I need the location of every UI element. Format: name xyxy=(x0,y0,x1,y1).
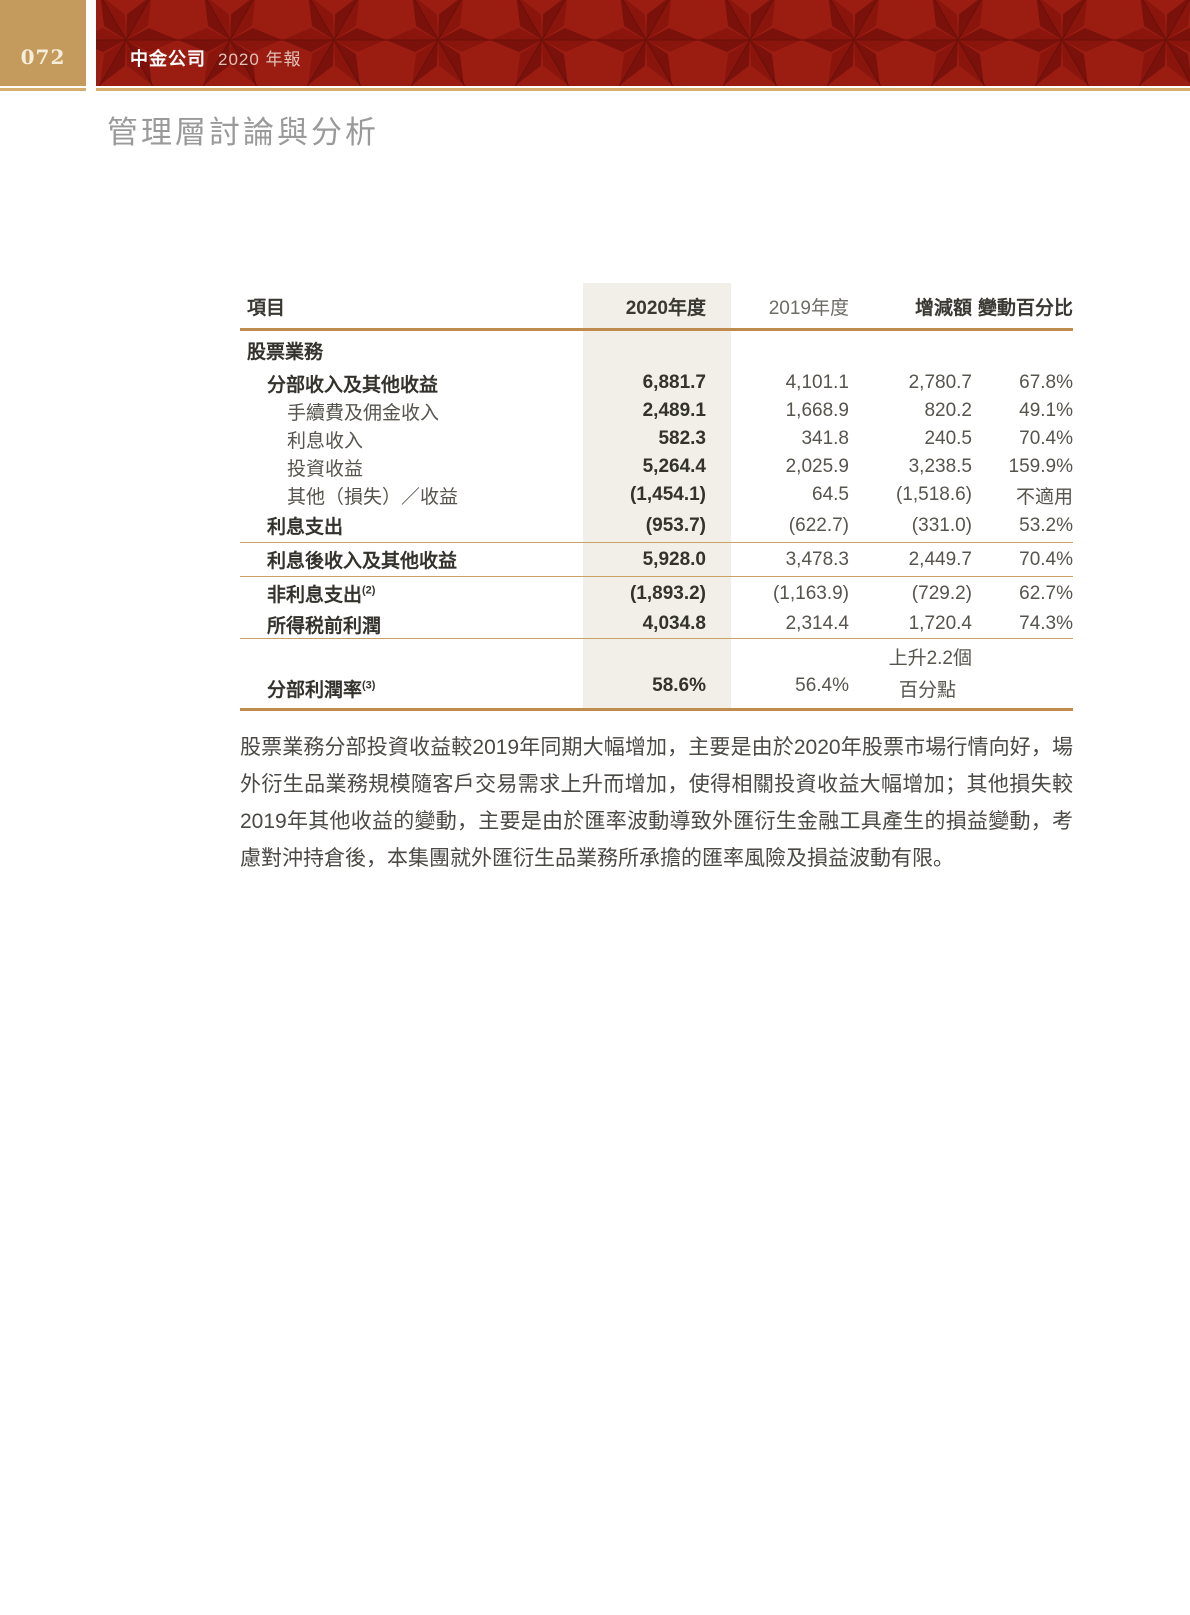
table-row: 利息支出 (953.7) (622.7) (331.0) 53.2% xyxy=(240,509,1073,543)
row-label: 非利息支出 xyxy=(267,585,363,606)
header-banner: 中金公司 2020 年報 xyxy=(96,0,1190,86)
cell-change: (331.0) xyxy=(911,514,972,536)
table-row: 非利息支出(2) (1,893.2) (1,163.9) (729.2) 62.… xyxy=(240,576,1073,610)
cell-2020: 2,489.1 xyxy=(583,397,731,425)
cell-2020: 5,264.4 xyxy=(583,453,731,481)
cell-pct: 74.3% xyxy=(1019,613,1073,634)
cell-change: 百分點 xyxy=(898,680,956,701)
cell-change: 3,238.5 xyxy=(908,456,972,477)
row-label: 利息收入 xyxy=(287,430,364,452)
row-label: 投資收益 xyxy=(287,458,364,480)
cell-pct: 70.4% xyxy=(1019,548,1073,570)
row-label: 股票業務 xyxy=(247,342,324,363)
company-name: 中金公司 xyxy=(130,49,206,69)
table-row: 分部利潤率(3) 58.6% 56.4% 百分點 xyxy=(240,672,1073,710)
table-row: 手續費及佣金收入 2,489.1 1,668.9 820.2 49.1% xyxy=(240,397,1073,425)
cell-2019: 1,668.9 xyxy=(785,400,849,421)
row-label: 利息支出 xyxy=(267,517,344,538)
row-label: 所得税前利潤 xyxy=(267,615,382,637)
cell-change: 2,449.7 xyxy=(908,548,972,570)
cell-2019 xyxy=(731,330,849,370)
cell-pct: 49.1% xyxy=(1019,400,1073,421)
cell-2019: 2,314.4 xyxy=(785,613,849,634)
cell-2019: 4,101.1 xyxy=(785,372,849,393)
cell-2019: (622.7) xyxy=(788,514,849,536)
header-change: 增減額 xyxy=(914,298,972,319)
table-row: 利息收入 582.3 341.8 240.5 70.4% xyxy=(240,425,1073,453)
table-row: 利息後收入及其他收益 5,928.0 3,478.3 2,449.7 70.4% xyxy=(240,542,1073,577)
table-row: 分部收入及其他收益 6,881.7 4,101.1 2,780.7 67.8% xyxy=(240,369,1073,397)
cell-pct: 159.9% xyxy=(1008,456,1073,477)
cell-2019: (1,163.9) xyxy=(772,582,849,604)
cell-pct: 不適用 xyxy=(1015,486,1073,508)
table-row: 股票業務 xyxy=(240,329,1073,370)
cell-change: 820.2 xyxy=(924,400,972,421)
row-label: 分部收入及其他收益 xyxy=(267,374,439,396)
header-2019: 2019年度 xyxy=(768,298,849,319)
cell-2020: 4,034.8 xyxy=(583,610,731,639)
cell-change xyxy=(849,330,972,370)
commentary-paragraph: 股票業務分部投資收益較2019年同期大幅增加，主要是由於2020年股票市場行情向… xyxy=(240,736,1073,870)
table-row: 所得税前利潤 4,034.8 2,314.4 1,720.4 74.3% xyxy=(240,610,1073,639)
cell-2020: (1,454.1) xyxy=(583,481,731,509)
cell-2020: (1,893.2) xyxy=(583,576,731,610)
header-pct: 變動百分比 xyxy=(977,298,1073,319)
page-title: 管理層討論與分析 xyxy=(107,115,379,151)
header-2020: 2020年度 xyxy=(583,283,731,330)
header-item: 項目 xyxy=(247,298,286,319)
cell-2019: 56.4% xyxy=(795,675,849,696)
cell-2019: 341.8 xyxy=(801,428,849,449)
footnote-ref: (2) xyxy=(362,584,376,597)
segment-financials-table: 項目 2020年度 2019年度 增減額 變動百分比 股票業務 分部收入及其他收… xyxy=(240,283,1073,711)
cell-2020 xyxy=(583,329,731,369)
cell-change: 2,780.7 xyxy=(908,372,972,393)
cell-2019: 2,025.9 xyxy=(785,456,849,477)
table-row-spacer: 上升2.2個 xyxy=(240,638,1073,672)
gold-separator xyxy=(0,88,1190,91)
row-label: 利息後收入及其他收益 xyxy=(267,551,458,572)
table-row: 投資收益 5,264.4 2,025.9 3,238.5 159.9% xyxy=(240,453,1073,481)
cell-change: (1,518.6) xyxy=(895,484,972,505)
asanoha-pattern-graphic xyxy=(96,0,1190,86)
cell-pct: 67.8% xyxy=(1019,372,1073,393)
cell-pct xyxy=(972,330,1073,370)
table-row: 其他（損失）／收益 (1,454.1) 64.5 (1,518.6) 不適用 xyxy=(240,481,1073,509)
cell-2019: 64.5 xyxy=(812,484,849,505)
cell-pct xyxy=(972,672,1073,710)
cell-2020: 58.6% xyxy=(583,672,731,710)
cell-change: 上升2.2個 xyxy=(888,648,972,669)
cell-pct: 53.2% xyxy=(1019,514,1073,536)
page-header: 072 xyxy=(0,0,1190,86)
table-header-row: 項目 2020年度 2019年度 增減額 變動百分比 xyxy=(240,283,1073,330)
cell-pct: 62.7% xyxy=(1019,582,1073,604)
cell-change: 1,720.4 xyxy=(908,613,972,634)
footnote-ref: (3) xyxy=(362,679,376,692)
banner-text: 中金公司 2020 年報 xyxy=(130,48,302,72)
page-number-badge: 072 xyxy=(0,0,86,86)
cell-2020: 5,928.0 xyxy=(583,542,731,577)
cell-pct: 70.4% xyxy=(1019,428,1073,449)
row-label: 其他（損失）／收益 xyxy=(287,486,459,508)
row-label: 分部利潤率 xyxy=(267,680,363,701)
cell-2020: 582.3 xyxy=(583,425,731,453)
cell-2019: 3,478.3 xyxy=(785,548,849,570)
cell-2020: (953.7) xyxy=(583,509,731,543)
header-gap xyxy=(86,0,96,86)
cell-2020: 6,881.7 xyxy=(583,369,731,397)
row-label: 手續費及佣金收入 xyxy=(287,402,440,424)
report-edition: 2020 年報 xyxy=(218,50,302,69)
cell-change: 240.5 xyxy=(924,428,972,449)
cell-change: (729.2) xyxy=(911,582,972,604)
